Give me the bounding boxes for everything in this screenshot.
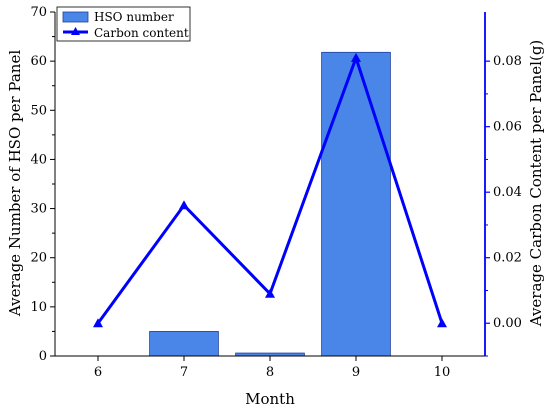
- x-tick-label: 9: [352, 365, 360, 380]
- marker-carbon-month-10: [437, 318, 447, 328]
- legend-bar-swatch: [62, 11, 89, 23]
- x-tick-label: 8: [266, 365, 274, 380]
- y-right-tick-label: 0.04: [493, 185, 522, 200]
- bar-month-7: [149, 331, 219, 357]
- y-right-tick-label: 0.06: [493, 120, 522, 135]
- y-left-tick-label: 10: [30, 300, 47, 315]
- marker-carbon-month-7: [179, 200, 189, 210]
- legend: HSO number Carbon content: [56, 6, 191, 42]
- y-axis-right-label: Average Carbon Content per Panel(g): [527, 40, 545, 328]
- x-tick-label: 6: [94, 365, 102, 380]
- y-left-tick-label: 40: [30, 152, 47, 167]
- x-tick-label: 10: [434, 365, 451, 380]
- legend-label-hso: HSO number: [94, 10, 174, 24]
- y-left-tick-label: 20: [30, 251, 47, 266]
- x-tick-label: 7: [180, 365, 188, 380]
- y-left-tick-label: 50: [30, 103, 47, 118]
- y-left-tick-label: 70: [30, 5, 47, 20]
- y-axis-left-label: Average Number of HSO per Panel: [6, 50, 24, 317]
- y-right-tick-label: 0.02: [493, 251, 522, 266]
- y-left-tick-label: 30: [30, 202, 47, 217]
- marker-carbon-month-6: [93, 318, 103, 328]
- y-right-tick-label: 0.00: [493, 316, 522, 331]
- axes: 6 7 8 9 10 0 10 20 30 40 50 60 70 0.00 0.02 0.04 0.06 0.0…: [30, 5, 522, 380]
- marker-carbon-month-9: [351, 52, 361, 62]
- legend-label-carbon: Carbon content: [94, 26, 189, 40]
- y-left-tick-label: 60: [30, 54, 47, 69]
- x-axis-label: Month: [245, 390, 295, 408]
- y-left-tick-label: 0: [39, 349, 47, 364]
- marker-carbon-month-8: [265, 288, 275, 298]
- bar-month-9: [321, 51, 391, 357]
- legend-triangle-marker: [71, 27, 80, 35]
- plot-area: [93, 51, 447, 357]
- y-right-tick-label: 0.08: [493, 54, 522, 69]
